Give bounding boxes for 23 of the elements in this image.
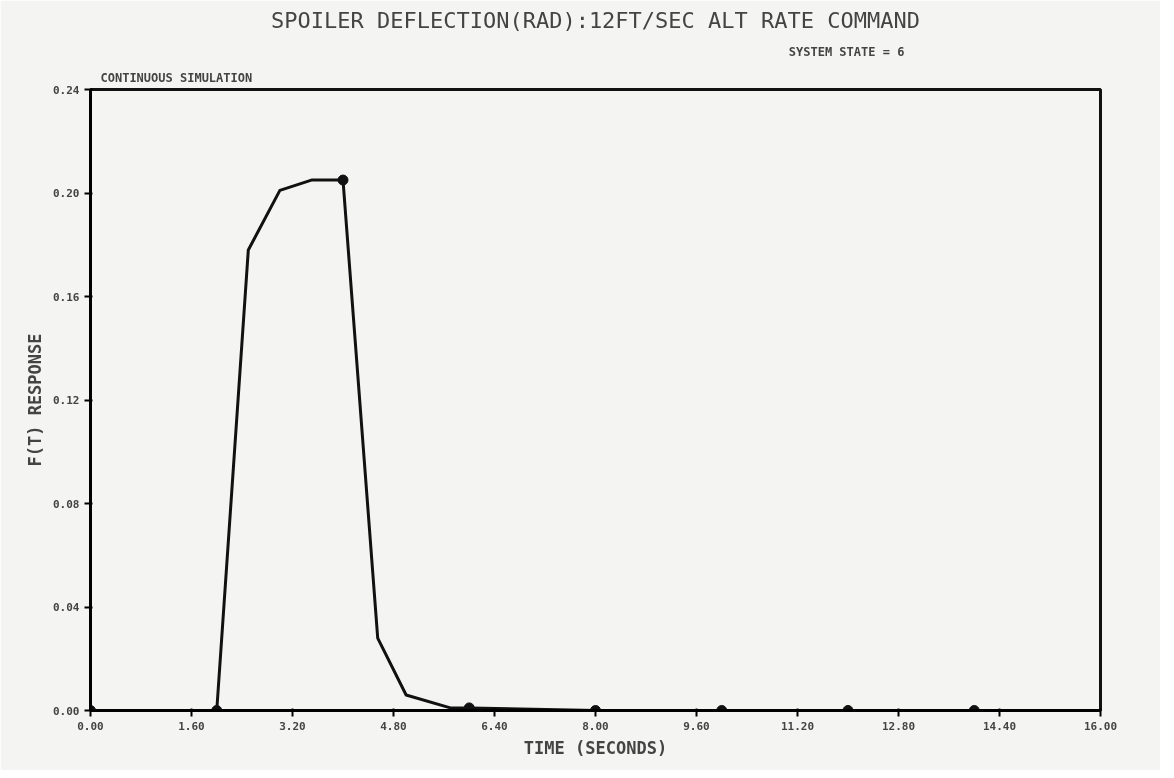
x-tick-label: 4.80 [380,719,407,733]
y-tick-label: 0.04 [53,601,80,614]
text: CONTINUOUS SIMULATION [100,70,253,85]
x-tick-label: 6.40 [481,719,508,733]
text: SYSTEM STATE = 6 [788,44,905,59]
y-tick-label: 0.00 [53,704,80,718]
y-tick-label: 0.12 [53,394,80,407]
chart-title: SPOILER DEFLECTION(RAD):12FT/SEC ALT RATE COMMAND [270,7,921,33]
x-tick-label: 11.20 [780,719,815,733]
x-tick-label: 3.20 [279,719,306,733]
x-tick-label: 0.00 [77,719,104,733]
x-tick-label: 14.40 [982,719,1017,733]
x-tick-label: 8.00 [582,719,609,733]
x-tick-label: 16.00 [1083,719,1118,733]
y-axis-title: F(T) RESPONSE [25,333,46,467]
y-tick-label: 0.16 [53,290,80,304]
y-tick-label: 0.24 [53,83,80,97]
x-tick-label: 12.80 [881,719,916,733]
x-tick-label: 1.60 [178,719,205,733]
x-axis-title: TIME (SECONDS) [523,737,668,758]
x-tick-label: 9.60 [683,719,710,733]
y-tick-label: 0.08 [53,497,80,511]
y-tick-label: 0.20 [53,187,80,200]
